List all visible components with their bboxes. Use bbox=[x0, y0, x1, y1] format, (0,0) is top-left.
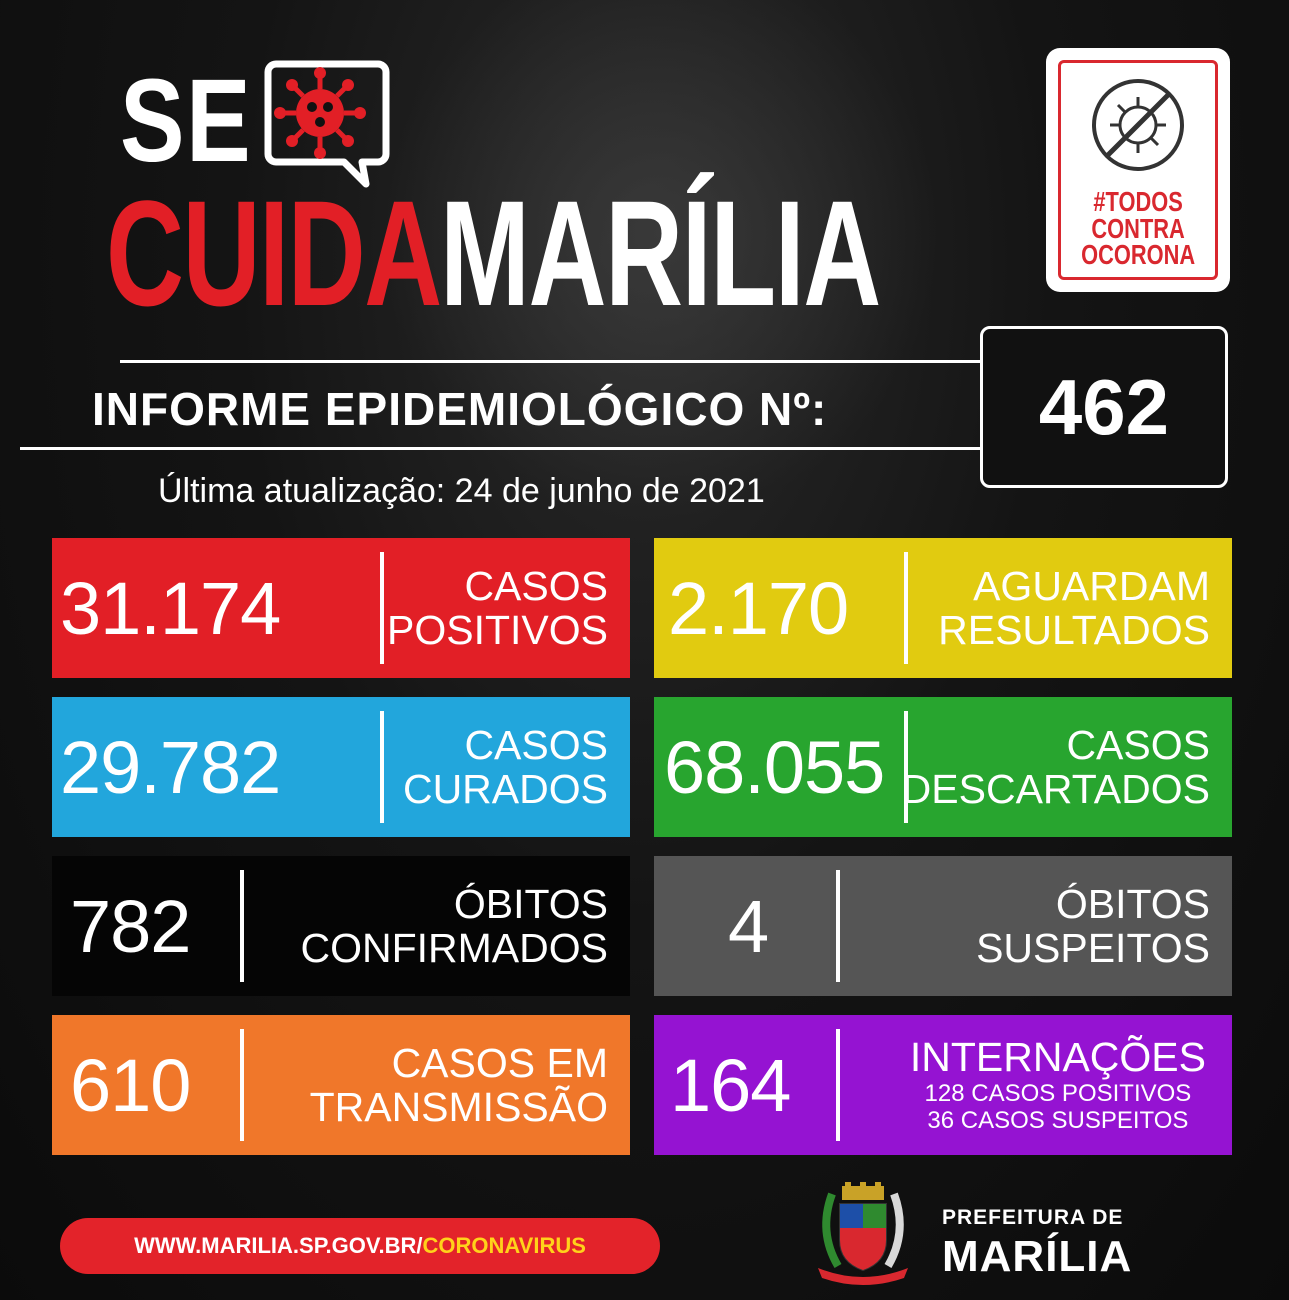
value-casos-descartados: 68.055 bbox=[664, 725, 885, 809]
badge-line-2: CONTRA bbox=[1091, 212, 1185, 244]
url-accent: CORONAVIRUS bbox=[422, 1233, 586, 1258]
card-casos-em-transmissao: 610 CASOS EM TRANSMISSÃO bbox=[52, 1015, 630, 1155]
label-obitos-confirmados: ÓBITOS CONFIRMADOS bbox=[301, 856, 609, 996]
value-casos-curados: 29.782 bbox=[60, 725, 281, 809]
bulletin-number-box: 462 bbox=[980, 326, 1228, 488]
prefeitura-line-1: PREFEITURA DE bbox=[942, 1206, 1124, 1229]
label-line-1: INTERNAÇÕES bbox=[909, 1034, 1206, 1081]
label-line-2: POSITIVOS bbox=[387, 607, 608, 653]
separator bbox=[240, 870, 244, 982]
badge-text: #TODOS CONTRA OCORONA bbox=[1080, 186, 1196, 271]
label-casos-em-transmissao: CASOS EM TRANSMISSÃO bbox=[310, 1015, 608, 1155]
label-line-1: CASOS bbox=[464, 721, 608, 768]
card-obitos-suspeitos: 4 ÓBITOS SUSPEITOS bbox=[654, 856, 1232, 996]
value-casos-em-transmissao: 610 bbox=[70, 1043, 191, 1127]
url-main: WWW.MARILIA.SP.GOV.BR/ bbox=[134, 1233, 423, 1258]
label-casos-curados: CASOS CURADOS bbox=[403, 697, 608, 837]
label-line-2: DESCARTADOS bbox=[901, 766, 1210, 812]
website-link[interactable]: WWW.MARILIA.SP.GOV.BR/CORONAVIRUS bbox=[60, 1218, 660, 1274]
label-line-2: SUSPEITOS bbox=[976, 925, 1210, 971]
divider-bottom bbox=[20, 447, 980, 450]
label-line-1: AGUARDAM bbox=[973, 562, 1210, 609]
title-se: SE bbox=[120, 55, 253, 187]
title-cuida: CUIDA bbox=[106, 169, 442, 337]
label-line-1: CASOS bbox=[464, 562, 608, 609]
value-casos-positivos: 31.174 bbox=[60, 566, 281, 650]
value-aguardam-resultados: 2.170 bbox=[668, 566, 849, 650]
title-marilia: MARÍLIA bbox=[440, 169, 881, 337]
separator bbox=[904, 552, 908, 664]
badge-line-3: OCORONA bbox=[1080, 239, 1196, 271]
label-line-2: CONFIRMADOS bbox=[300, 925, 609, 971]
card-casos-positivos: 31.174 CASOS POSITIVOS bbox=[52, 538, 630, 678]
separator bbox=[836, 870, 840, 982]
municipal-crest-icon bbox=[818, 1182, 908, 1285]
card-obitos-confirmados: 782 ÓBITOS CONFIRMADOS bbox=[52, 856, 630, 996]
card-casos-curados: 29.782 CASOS CURADOS bbox=[52, 697, 630, 837]
prefeitura-line-2: MARÍLIA bbox=[942, 1232, 1133, 1281]
separator bbox=[904, 711, 908, 823]
value-obitos-confirmados: 782 bbox=[70, 884, 191, 968]
separator bbox=[240, 1029, 244, 1141]
virus-speech-bubble-icon bbox=[264, 60, 390, 188]
label-line-2: CURADOS bbox=[402, 766, 608, 812]
label-line-1: CASOS EM bbox=[391, 1039, 608, 1086]
bulletin-number: 462 bbox=[1038, 362, 1170, 451]
card-aguardam-resultados: 2.170 AGUARDAM RESULTADOS bbox=[654, 538, 1232, 678]
label-internacoes: INTERNAÇÕES 128 CASOS POSITIVOS 36 CASOS… bbox=[910, 1015, 1206, 1155]
label-aguardam-resultados: AGUARDAM RESULTADOS bbox=[938, 538, 1210, 678]
label-line-1: CASOS bbox=[1066, 721, 1210, 768]
badge-frame: #TODOS CONTRA OCORONA bbox=[1058, 60, 1218, 280]
bulletin-label: INFORME EPIDEMIOLÓGICO Nº: bbox=[92, 383, 828, 435]
crossed-virus-icon bbox=[1092, 79, 1184, 171]
label-line-1: ÓBITOS bbox=[1055, 880, 1210, 927]
separator bbox=[380, 711, 384, 823]
separator bbox=[836, 1029, 840, 1141]
label-casos-descartados: CASOS DESCARTADOS bbox=[902, 697, 1210, 837]
label-line-1: ÓBITOS bbox=[453, 880, 608, 927]
badge-line-1: #TODOS bbox=[1093, 186, 1183, 217]
last-update: Última atualização: 24 de junho de 2021 bbox=[158, 472, 765, 510]
card-internacoes: 164 INTERNAÇÕES 128 CASOS POSITIVOS 36 C… bbox=[654, 1015, 1232, 1155]
card-casos-descartados: 68.055 CASOS DESCARTADOS bbox=[654, 697, 1232, 837]
prefeitura-logo-text: PREFEITURA DE MARÍLIA bbox=[942, 1206, 1132, 1282]
sub-casos-positivos: 128 CASOS POSITIVOS bbox=[924, 1079, 1192, 1107]
separator bbox=[380, 552, 384, 664]
sub-casos-suspeitos: 36 CASOS SUSPEITOS bbox=[927, 1107, 1189, 1135]
divider-top bbox=[120, 360, 980, 363]
label-line-2: RESULTADOS bbox=[938, 607, 1210, 653]
value-internacoes: 164 bbox=[670, 1043, 791, 1127]
todos-contra-corona-badge: #TODOS CONTRA OCORONA bbox=[1046, 48, 1230, 292]
label-line-2: TRANSMISSÃO bbox=[309, 1084, 608, 1130]
background-photo-shade bbox=[380, 0, 940, 520]
value-obitos-suspeitos: 4 bbox=[728, 884, 769, 968]
label-casos-positivos: CASOS POSITIVOS bbox=[387, 538, 608, 678]
label-obitos-suspeitos: ÓBITOS SUSPEITOS bbox=[976, 856, 1210, 996]
